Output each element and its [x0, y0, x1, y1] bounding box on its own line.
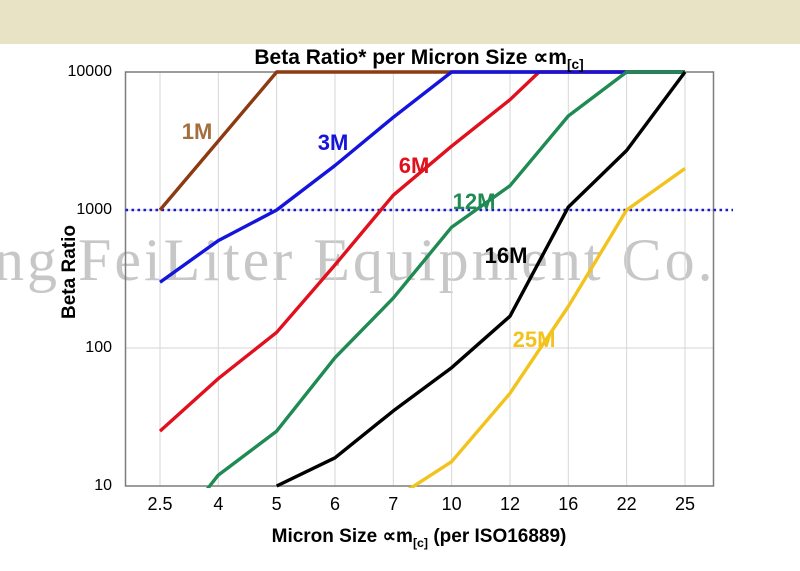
x-axis-title-subscript: [c] [412, 535, 429, 550]
series-line-12M [205, 70, 685, 488]
chart-title: Beta Ratio* per Micron Size ∝m[c] [254, 45, 583, 72]
series-line-16M [275, 70, 687, 488]
series-label-12M: 12M [452, 189, 496, 214]
y-tick-label-100: 100 [85, 339, 112, 356]
y-tick-label-10: 10 [94, 477, 112, 494]
x-tick-label-4: 4 [213, 494, 224, 514]
chart-title-main: Beta Ratio* per Micron Size ∝m [254, 46, 567, 69]
series-line-25M [407, 167, 686, 488]
x-axis-title: Micron Size ∝m[c] (per ISO16889) [272, 525, 567, 550]
series-label-25M: 25M [512, 327, 556, 352]
plot-border [124, 71, 715, 487]
y-tick-label-10000: 10000 [67, 63, 113, 80]
x-tick-label-25: 25 [674, 494, 695, 514]
x-tick-label-12: 12 [499, 494, 520, 514]
x-axis-title-main: Micron Size ∝m [271, 526, 413, 547]
series-line-3M [159, 70, 685, 284]
y-axis-title: Beta Ratio [59, 225, 80, 319]
x-tick-label-10: 10 [441, 494, 462, 514]
series-label-3M: 3M [317, 130, 349, 155]
series-line-6M [158, 70, 685, 433]
x-tick-label-7: 7 [388, 494, 399, 514]
series-label-6M: 6M [398, 153, 430, 178]
x-tick-label-2.5: 2.5 [147, 494, 173, 514]
x-tick-label-6: 6 [329, 494, 340, 514]
page-top-band [0, 0, 800, 44]
series-label-1M: 1M [181, 119, 213, 144]
x-tick-label-22: 22 [616, 494, 637, 514]
x-tick-label-5: 5 [271, 494, 282, 514]
x-axis-title-suffix: (per ISO16889) [428, 526, 567, 547]
series-label-16M: 16M [484, 243, 528, 268]
y-tick-label-1000: 1000 [76, 201, 112, 218]
x-tick-label-16: 16 [558, 494, 579, 514]
chart-title-subscript: [c] [566, 57, 584, 73]
